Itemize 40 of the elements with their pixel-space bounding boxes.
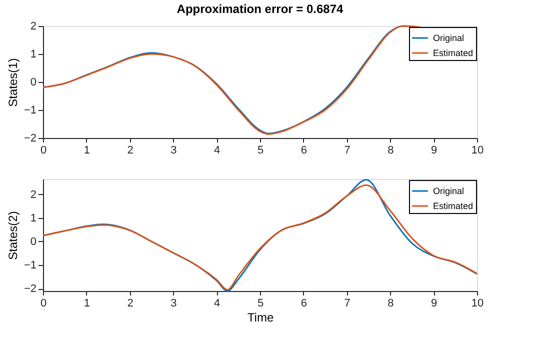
y-tick-label: −1 [24,260,36,272]
x-tick-label: 6 [300,144,307,156]
y-axis-title: States(2) [6,211,20,260]
y-tick-label: 0 [30,236,36,248]
y-tick-label: −1 [24,104,36,116]
x-tick-label: 5 [257,144,264,156]
x-tick-label: 0 [40,144,47,156]
x-tick-label: 7 [344,298,350,310]
y-tick-label: −2 [24,283,36,296]
chart-title: Approximation error = 0.6874 [176,2,344,16]
y-axis-title: States(1) [6,58,20,107]
x-tick-label: 3 [170,144,177,156]
y-tick-label: 2 [30,188,36,201]
legend-label: Original [433,186,464,196]
y-tick-label: 2 [30,20,36,32]
x-tick-label: 7 [344,144,350,156]
y-tick-label: −2 [24,132,36,144]
x-tick-label: 8 [388,298,394,310]
x-tick-label: 4 [214,144,220,156]
x-tick-label: 1 [84,298,90,310]
x-tick-label: 9 [431,144,438,156]
y-tick-label: 1 [30,212,36,224]
x-tick-label: 5 [257,298,264,310]
legend-label: Estimated [433,48,474,58]
x-tick-label: 6 [300,298,307,310]
y-tick-label: 0 [30,76,36,88]
x-tick-label: 1 [84,144,90,156]
legend-label: Original [433,33,464,43]
x-tick-label: 9 [431,298,438,310]
x-axis-title: Time [247,310,274,324]
x-tick-label: 8 [388,144,394,156]
legend-label: Estimated [433,201,474,211]
x-tick-label: 2 [127,298,134,310]
x-tick-label: 2 [127,144,134,156]
x-tick-label: 3 [170,298,177,310]
y-tick-label: 1 [30,48,36,60]
x-tick-label: 10 [471,298,484,310]
x-tick-label: 10 [471,144,484,156]
x-tick-label: 0 [40,298,47,310]
x-tick-label: 4 [214,298,220,310]
